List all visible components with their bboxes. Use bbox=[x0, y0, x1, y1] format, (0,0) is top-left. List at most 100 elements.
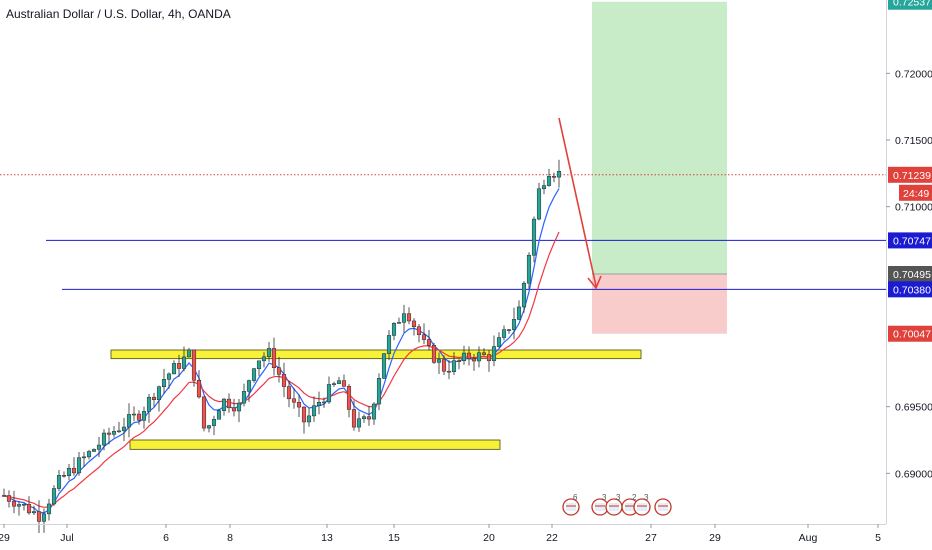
candle-body bbox=[141, 411, 147, 421]
event-badge[interactable] bbox=[654, 498, 672, 516]
time-axis[interactable]: 29 Jul 6 8 13 15 20 22 27 29 Aug 5 bbox=[0, 524, 881, 544]
ema-slow-line bbox=[3, 231, 560, 508]
candle-body bbox=[321, 401, 327, 404]
candle-body bbox=[336, 380, 342, 384]
zone-box[interactable] bbox=[110, 349, 642, 360]
price-tag-label: 0.70747 bbox=[893, 235, 931, 247]
zone-box[interactable] bbox=[129, 439, 501, 450]
chart-title: Australian Dollar / U.S. Dollar, 4h, OAN… bbox=[6, 7, 231, 21]
candle-body bbox=[361, 416, 367, 419]
horizontal-lines[interactable] bbox=[0, 174, 886, 290]
candle-body bbox=[236, 402, 242, 412]
countdown-bg bbox=[899, 184, 932, 201]
candle-body bbox=[131, 413, 137, 416]
price-tick-label: 0.71500 bbox=[895, 135, 932, 147]
candle-body bbox=[276, 367, 282, 375]
candle-body bbox=[91, 449, 97, 452]
time-tick-label: 20 bbox=[483, 532, 495, 544]
candle-body bbox=[281, 374, 287, 387]
time-tick-label: 8 bbox=[227, 532, 233, 544]
candle-body bbox=[146, 396, 152, 412]
candle-body bbox=[286, 386, 292, 400]
candle-body bbox=[371, 403, 377, 420]
candle-body bbox=[291, 398, 297, 403]
flag-stripe bbox=[637, 503, 647, 511]
time-tick-label: 5 bbox=[875, 532, 881, 544]
candle-body bbox=[191, 349, 197, 381]
price-axis[interactable]: 0.69000 0.69500 0.71000 0.71500 0.72000 bbox=[886, 68, 932, 480]
candle-body bbox=[531, 218, 537, 256]
candle-body bbox=[36, 511, 42, 522]
price-tag-label: 0.72537 bbox=[893, 0, 931, 9]
candle-body bbox=[196, 379, 202, 398]
candle-body bbox=[161, 379, 167, 388]
event-count: 3 bbox=[644, 493, 649, 502]
price-tick-label: 0.72000 bbox=[895, 68, 932, 80]
event-badge[interactable]: 3 bbox=[591, 493, 609, 516]
candle-body bbox=[501, 329, 507, 338]
candle-body bbox=[266, 348, 272, 358]
moving-averages bbox=[3, 188, 560, 514]
time-tick-label: 6 bbox=[163, 532, 169, 544]
event-badge[interactable]: 2 bbox=[621, 493, 639, 516]
time-tick-label: 15 bbox=[388, 532, 400, 544]
price-tag-bg bbox=[888, 266, 932, 282]
candle-body bbox=[126, 414, 132, 428]
candle-body bbox=[1, 495, 7, 497]
candle-body bbox=[511, 319, 517, 330]
loss-zone[interactable] bbox=[592, 274, 727, 334]
candle-body bbox=[326, 384, 332, 403]
candle-body bbox=[456, 360, 462, 362]
candle-body bbox=[401, 313, 407, 323]
candle-body bbox=[481, 352, 487, 355]
candle-body bbox=[471, 358, 477, 362]
candle-body bbox=[376, 378, 382, 405]
arrow-head bbox=[587, 275, 602, 290]
price-tag: 0.70747 bbox=[888, 232, 932, 249]
event-badge[interactable]: 6 bbox=[562, 493, 580, 516]
candle-body bbox=[101, 432, 107, 446]
time-tick-label: 22 bbox=[546, 532, 558, 544]
candle-body bbox=[61, 475, 67, 477]
candle-body bbox=[446, 370, 452, 373]
candle-body bbox=[386, 335, 392, 354]
candle-body bbox=[421, 334, 427, 340]
arrow-shaft[interactable] bbox=[558, 117, 597, 287]
projection-arrow[interactable] bbox=[558, 117, 602, 290]
price-tag-label: 0.70380 bbox=[893, 284, 931, 296]
candle-body bbox=[496, 337, 502, 347]
event-badge[interactable]: 3 bbox=[633, 493, 651, 516]
candle-body bbox=[351, 409, 357, 428]
event-badge[interactable]: 3 bbox=[605, 493, 623, 516]
price-tick-label: 0.71000 bbox=[895, 202, 932, 214]
price-tag: 0.70047 bbox=[888, 325, 932, 342]
event-count: 3 bbox=[602, 493, 607, 502]
candle-body bbox=[316, 402, 322, 406]
profit-zone[interactable] bbox=[592, 1, 727, 274]
candle-body bbox=[231, 407, 237, 412]
candle-body bbox=[216, 410, 222, 420]
candle-body bbox=[106, 432, 112, 435]
candle-body bbox=[546, 176, 552, 186]
price-tag-label: 0.70495 bbox=[893, 269, 931, 281]
flag-stripe bbox=[625, 503, 635, 511]
candle-body bbox=[51, 488, 57, 505]
candle-body bbox=[441, 359, 447, 372]
candle-body bbox=[526, 254, 532, 284]
candle-body bbox=[356, 418, 362, 428]
candle-body bbox=[396, 322, 402, 324]
flag-stripe bbox=[609, 503, 619, 511]
short-position-tool[interactable] bbox=[592, 1, 727, 334]
candle-body bbox=[256, 360, 262, 369]
candle-body bbox=[296, 401, 302, 408]
candle-body bbox=[306, 415, 312, 423]
candle-body bbox=[96, 444, 102, 450]
candle-body bbox=[181, 356, 187, 369]
candle-body bbox=[331, 383, 337, 385]
candle-body bbox=[46, 503, 52, 515]
candle-body bbox=[416, 326, 422, 336]
candle-body bbox=[491, 346, 497, 362]
price-tag-bg bbox=[888, 325, 932, 342]
